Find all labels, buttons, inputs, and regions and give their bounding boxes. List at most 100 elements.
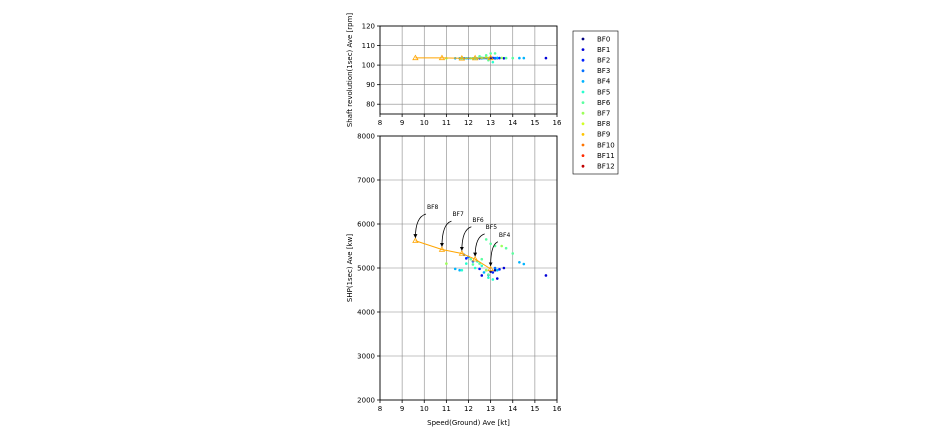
- data-point-bf2: [478, 267, 481, 271]
- data-point-bf6: [504, 56, 508, 60]
- legend-item-bf11: BF11: [581, 152, 615, 160]
- data-point-bf1: [480, 274, 484, 277]
- annotation-label: BF7: [452, 211, 464, 218]
- legend-label: BF12: [597, 163, 615, 171]
- data-point-bf4: [482, 271, 486, 274]
- legend-item-bf6: BF6: [581, 99, 611, 107]
- data-point-bf1: [502, 56, 506, 60]
- annotation-label: BF8: [427, 204, 439, 211]
- data-point-bf6: [484, 54, 488, 57]
- data-point-bf5: [491, 60, 495, 64]
- legend-label: BF0: [597, 35, 610, 43]
- data-point-bf7: [500, 244, 503, 248]
- legend-label: BF3: [597, 67, 610, 75]
- y-tick-label: 8000: [357, 133, 375, 141]
- data-point-bf6: [471, 263, 475, 266]
- triangle-marker: [471, 255, 479, 262]
- legend-label: BF10: [597, 141, 615, 149]
- data-point-bf7: [484, 268, 488, 272]
- triangle-marker: [458, 54, 466, 61]
- legend-marker: [581, 37, 585, 41]
- data-point-bf6: [484, 238, 488, 241]
- y-tick-label: 110: [362, 42, 375, 50]
- legend-marker: [581, 154, 585, 158]
- data-point-bf6: [489, 52, 492, 55]
- data-point-bf6: [478, 55, 481, 58]
- data-point-bf5: [480, 264, 484, 268]
- annotation-arrow: [439, 220, 452, 247]
- data-point-bf1: [544, 274, 548, 277]
- annotation-label: BF6: [472, 217, 484, 224]
- legend-marker: [581, 101, 585, 104]
- annotation-arrow: [473, 233, 485, 257]
- legend-item-bf7: BF7: [581, 110, 610, 118]
- legend-marker: [581, 122, 585, 126]
- data-point-bf5: [491, 278, 495, 281]
- triangle-marker: [458, 250, 466, 256]
- data-point-bf6: [511, 252, 515, 255]
- legend: BF0 BF1 BF2 BF3 BF4 BF5 BF6 BF7 BF8 BF9 BF10 BF11 BF…: [572, 30, 619, 175]
- legend-item-bf8: BF8: [581, 120, 610, 128]
- data-point-bf6: [493, 52, 497, 55]
- x-axis-label: Speed(Ground) Ave [kt]: [427, 419, 510, 427]
- legend-item-bf12: BF12: [581, 163, 615, 171]
- data-point-bf3: [493, 56, 497, 60]
- legend-marker: [581, 143, 585, 147]
- x-tick-label: 8: [378, 119, 382, 127]
- axes-shp: 8 9 10 11 12 13 14 15 16 2000 3000 4000 5000 6000 7000…: [346, 133, 562, 428]
- legend-label: BF5: [597, 88, 610, 96]
- x-tick-label: 8: [378, 405, 382, 413]
- data-point-bf4: [522, 56, 526, 60]
- triangle-marker: [412, 237, 419, 243]
- data-point-bf1: [502, 266, 506, 270]
- data-point-bf5: [460, 268, 464, 272]
- legend-label: BF6: [597, 99, 611, 107]
- data-point-bf4: [518, 56, 521, 60]
- x-tick-label: 11: [442, 405, 451, 413]
- legend-item-bf4: BF4: [581, 78, 611, 86]
- legend-label: BF2: [597, 57, 610, 65]
- legend-marker: [581, 80, 585, 83]
- data-point-bf6: [504, 246, 508, 250]
- triangle-marker: [487, 54, 494, 61]
- y-tick-label: 4000: [357, 309, 375, 317]
- data-point-bf4: [495, 268, 499, 272]
- x-tick-label: 14: [508, 119, 517, 127]
- data-point-bf3: [493, 266, 497, 270]
- data-point-bf1: [544, 56, 548, 60]
- data-point-bf5: [473, 266, 477, 270]
- y-tick-label: 2000: [357, 397, 375, 405]
- y-axis-label: SHP(1sec) Ave [kw]: [346, 234, 354, 302]
- legend-label: BF9: [597, 131, 610, 139]
- legend-item-bf1: BF1: [581, 46, 610, 54]
- plot-frame: [379, 135, 558, 401]
- annotation-arrow: [413, 213, 427, 239]
- legend-label: BF4: [597, 78, 611, 86]
- x-tick-label: 14: [508, 405, 517, 413]
- annotation-arrow: [488, 241, 499, 267]
- triangle-marker: [438, 54, 446, 61]
- legend-marker: [581, 164, 585, 168]
- x-tick-label: 12: [464, 405, 473, 413]
- legend-frame: [572, 30, 619, 175]
- fit-line: [415, 240, 491, 270]
- triangle-marker: [487, 265, 494, 272]
- legend-marker: [581, 69, 585, 73]
- x-tick-label: 13: [486, 119, 495, 127]
- x-tick-label: 10: [420, 119, 429, 127]
- legend-item-bf9: BF9: [581, 131, 610, 139]
- data-point-bf5: [464, 262, 468, 265]
- data-point-bf1: [495, 277, 499, 280]
- triangle-marker: [412, 54, 419, 61]
- data-point-bf6: [480, 257, 484, 261]
- x-tick-label: 15: [530, 119, 539, 127]
- annotation-arrow: [459, 226, 472, 251]
- data-point-bf4: [522, 262, 526, 266]
- axes-rpm: 8 9 10 11 12 13 14 15 16 80 90 100 110 120 Shaft revol…: [346, 13, 562, 128]
- legend-marker: [581, 111, 585, 115]
- y-tick-label: 7000: [357, 177, 375, 185]
- x-tick-label: 13: [486, 405, 495, 413]
- x-tick-label: 9: [400, 405, 404, 413]
- data-point-bf4: [458, 268, 461, 272]
- x-tick-label: 15: [530, 405, 539, 413]
